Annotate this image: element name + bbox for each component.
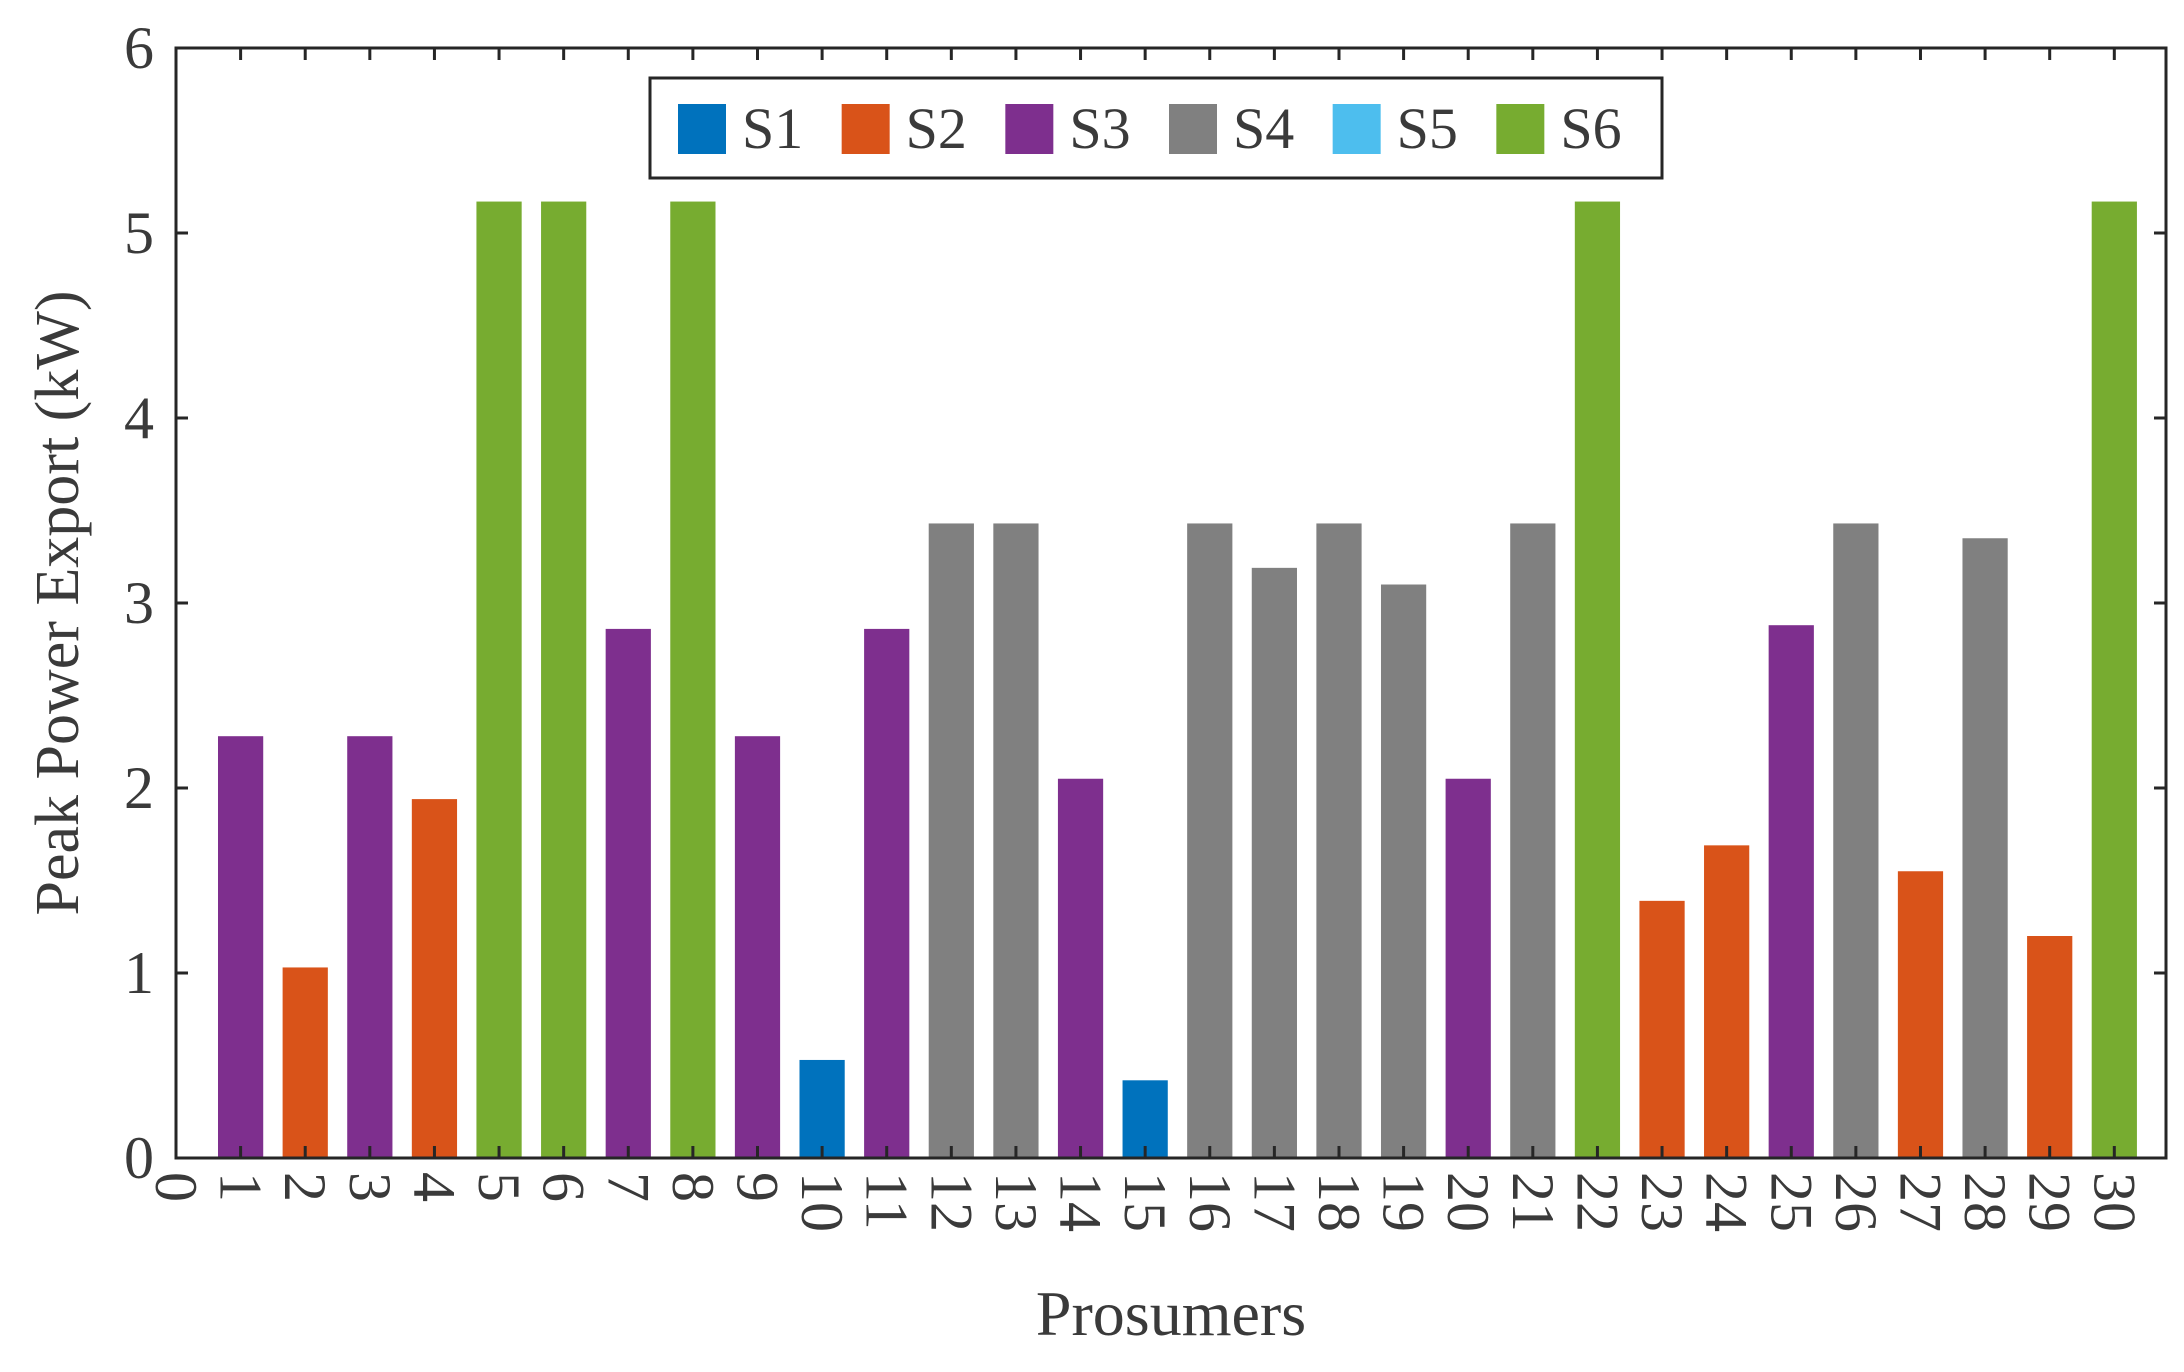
y-tick-label: 6	[124, 15, 154, 81]
bar-prosumer-5	[476, 201, 522, 1159]
bar-prosumer-9	[734, 736, 781, 1158]
legend-label-s1: S1	[742, 96, 803, 161]
bar-prosumer-16	[1187, 523, 1233, 1158]
bar-prosumer-4	[411, 799, 458, 1158]
bar-prosumer-24	[1704, 845, 1750, 1158]
x-tick-label: 20	[1435, 1172, 1501, 1232]
bar-prosumer-22	[1574, 201, 1621, 1159]
bar-prosumer-27	[1897, 871, 1944, 1158]
x-tick-label: 25	[1758, 1172, 1824, 1232]
bar-prosumer-10	[799, 1059, 845, 1158]
x-tick-label: 3	[337, 1172, 403, 1202]
legend-swatch-s3	[1005, 104, 1054, 154]
legend-label-s3: S3	[1069, 96, 1130, 161]
legend-label-s6: S6	[1560, 96, 1621, 161]
x-tick-label: 15	[1112, 1172, 1178, 1232]
bar-prosumer-25	[1768, 625, 1814, 1158]
bar-prosumer-13	[993, 523, 1039, 1158]
x-tick-label: 26	[1823, 1172, 1889, 1232]
y-tick-label: 2	[124, 755, 154, 821]
legend-swatch-s5	[1332, 104, 1381, 154]
bar-prosumer-18	[1316, 523, 1362, 1158]
bars-layer	[217, 201, 2137, 1159]
x-tick-label: 23	[1629, 1172, 1695, 1232]
bar-prosumer-26	[1833, 523, 1879, 1158]
bar-prosumer-30	[2091, 201, 2137, 1159]
x-tick-label: 19	[1371, 1172, 1437, 1232]
y-tick-label: 3	[124, 570, 154, 636]
x-tick-label: 10	[789, 1172, 855, 1232]
bar-prosumer-28	[1962, 538, 2008, 1158]
x-tick-label: 14	[1048, 1172, 1114, 1232]
x-tick-labels: 0123456789101112131415161718192021222324…	[143, 1172, 2147, 1232]
x-axis-label: Prosumers	[1036, 1278, 1306, 1349]
bar-prosumer-23	[1639, 900, 1685, 1158]
bar-prosumer-8	[670, 201, 716, 1159]
x-tick-label: 11	[854, 1172, 920, 1230]
x-tick-label: 4	[401, 1172, 467, 1202]
bar-prosumer-20	[1445, 778, 1491, 1158]
bar-prosumer-7	[605, 628, 651, 1158]
bar-prosumer-21	[1510, 523, 1556, 1158]
y-tick-label: 5	[124, 200, 154, 266]
x-tick-label: 28	[1952, 1172, 2018, 1232]
legend-swatch-s4	[1169, 104, 1217, 154]
x-tick-label: 29	[2017, 1172, 2083, 1232]
x-tick-label: 18	[1306, 1172, 1372, 1232]
legend-label-s5: S5	[1397, 96, 1458, 161]
x-tick-label: 7	[595, 1172, 661, 1202]
bar-prosumer-19	[1380, 584, 1427, 1158]
x-tick-label: 9	[724, 1172, 790, 1202]
x-tick-label: 22	[1564, 1172, 1630, 1232]
x-tick-label: 0	[143, 1172, 209, 1202]
bar-prosumer-6	[541, 201, 587, 1159]
bar-prosumer-17	[1251, 567, 1297, 1158]
y-tick-label: 4	[124, 385, 154, 451]
x-tick-label: 6	[531, 1172, 597, 1202]
legend-label-s4: S4	[1233, 96, 1294, 161]
x-tick-label: 13	[983, 1172, 1049, 1232]
x-tick-label: 5	[466, 1172, 532, 1202]
bar-prosumer-1	[217, 736, 264, 1158]
x-tick-label: 21	[1500, 1172, 1566, 1232]
x-tick-label: 24	[1694, 1172, 1760, 1232]
x-tick-label: 27	[1887, 1172, 1953, 1232]
legend-box	[648, 76, 1664, 180]
x-tick-label: 1	[208, 1172, 274, 1202]
ticks-layer	[174, 46, 2166, 1160]
y-tick-label: 1	[124, 940, 154, 1006]
bar-prosumer-3	[347, 736, 393, 1158]
x-tick-label: 17	[1241, 1172, 1307, 1232]
legend-swatch-s6	[1496, 104, 1545, 154]
x-tick-label: 8	[660, 1172, 726, 1202]
bar-prosumer-14	[1057, 778, 1104, 1158]
bar-prosumer-15	[1122, 1080, 1168, 1158]
x-tick-label: 12	[918, 1172, 984, 1232]
bar-prosumer-12	[928, 523, 974, 1158]
legend[interactable]: S1 S2 S3 S4 S5 S6	[648, 76, 1664, 180]
bar-prosumer-11	[864, 628, 910, 1158]
y-axis-label: Peak Power Export (kW)	[24, 291, 92, 916]
x-tick-label: 30	[2081, 1172, 2147, 1232]
legend-label-s2: S2	[906, 96, 967, 161]
legend-swatch-s2	[841, 104, 890, 154]
bar-prosumer-29	[2027, 936, 2073, 1158]
y-tick-labels: 0 1 2 3 4 5 6	[124, 15, 154, 1191]
x-tick-label: 2	[272, 1172, 338, 1202]
y-tick-label: 0	[124, 1125, 154, 1191]
legend-swatch-s1	[678, 104, 726, 154]
x-tick-label: 16	[1177, 1172, 1243, 1232]
bar-prosumer-2	[282, 967, 328, 1158]
